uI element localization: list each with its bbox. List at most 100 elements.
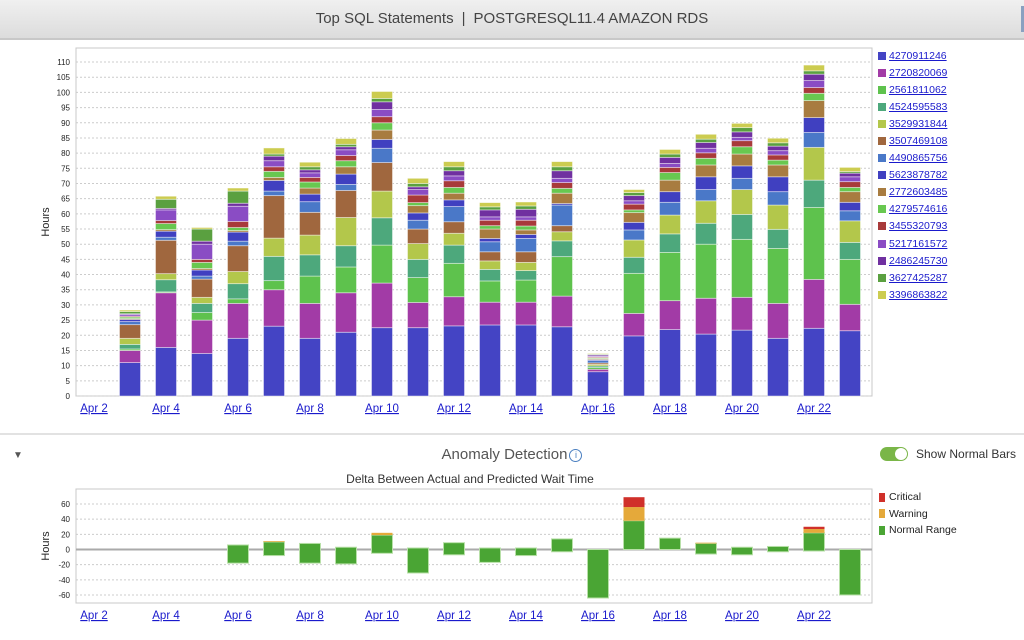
bar-segment-2561811062[interactable] (515, 279, 537, 303)
bar-segment-3455320793[interactable] (767, 154, 789, 161)
bar-segment-4270911246[interactable] (623, 335, 645, 397)
bar-segment-5623878782[interactable] (155, 230, 177, 238)
warning-bar[interactable] (803, 529, 825, 533)
bar-segment-2486245730[interactable] (479, 209, 501, 218)
bar-segment-4524595583[interactable] (335, 245, 357, 268)
bar-segment-2720820069[interactable] (623, 313, 645, 337)
bar-segment-3627425287[interactable] (443, 166, 465, 172)
sql-id-link[interactable]: 2486245730 (889, 254, 948, 267)
bar-segment-2561811062[interactable] (695, 243, 717, 299)
bar-segment-2486245730[interactable] (659, 156, 681, 164)
anomaly-x-tick-label[interactable]: Apr 20 (725, 610, 759, 622)
bar-segment-3396863822[interactable] (551, 161, 573, 168)
bar-segment-3627425287[interactable] (407, 183, 429, 188)
bar-segment-2561811062[interactable] (407, 277, 429, 303)
bar-segment-3396863822[interactable] (227, 187, 249, 192)
bar-segment-2772603485[interactable] (299, 187, 321, 195)
bar-segment-3627425287[interactable] (515, 205, 537, 210)
bar-segment-4524595583[interactable] (263, 255, 285, 282)
bar-segment-5217161572[interactable] (299, 172, 321, 178)
bar-segment-3507469108[interactable] (335, 190, 357, 218)
bar-segment-2561811062[interactable] (299, 275, 321, 304)
bar-segment-4279574616[interactable] (299, 181, 321, 189)
bar-segment-3529931844[interactable] (515, 262, 537, 272)
normal-range-bar[interactable] (587, 549, 609, 599)
bar-segment-2561811062[interactable] (659, 251, 681, 302)
bar-segment-2772603485[interactable] (803, 100, 825, 118)
bar-segment-3455320793[interactable] (695, 152, 717, 159)
critical-bar[interactable] (623, 497, 645, 508)
legend-item[interactable]: 3507469108 (878, 132, 947, 149)
bar-segment-4524595583[interactable] (803, 179, 825, 208)
main-x-tick-label[interactable]: Apr 4 (152, 403, 180, 415)
bar-segment-3396863822[interactable] (335, 138, 357, 145)
bar-segment-4270911246[interactable] (587, 371, 609, 397)
bar-segment-4279574616[interactable] (335, 160, 357, 168)
bar-segment-4270911246[interactable] (371, 327, 393, 397)
bar-segment-4279574616[interactable] (695, 157, 717, 166)
bar-segment-3507469108[interactable] (227, 245, 249, 272)
bar-segment-4524595583[interactable] (227, 283, 249, 300)
bar-segment-2720820069[interactable] (335, 292, 357, 333)
legend-item[interactable]: 3396863822 (878, 286, 947, 303)
legend-item[interactable]: 2561811062 (878, 81, 947, 98)
sql-id-link[interactable]: 3396863822 (889, 288, 948, 301)
bar-segment-2720820069[interactable] (227, 303, 249, 339)
bar-segment-2720820069[interactable] (515, 301, 537, 326)
bar-segment-3507469108[interactable] (551, 225, 573, 233)
anomaly-x-tick-label[interactable]: Apr 10 (365, 610, 399, 622)
bar-segment-3455320793[interactable] (191, 258, 213, 263)
anomaly-x-tick-label[interactable]: Apr 22 (797, 610, 831, 622)
bar-segment-3507469108[interactable] (515, 251, 537, 263)
bar-segment-2486245730[interactable] (839, 172, 861, 178)
anomaly-x-tick-label[interactable]: Apr 16 (581, 610, 615, 622)
bar-segment-3529931844[interactable] (731, 189, 753, 215)
bar-segment-2772603485[interactable] (659, 179, 681, 193)
bar-segment-3455320793[interactable] (407, 194, 429, 204)
bar-segment-5217161572[interactable] (371, 109, 393, 118)
bar-segment-5623878782[interactable] (839, 201, 861, 212)
bar-segment-5623878782[interactable] (335, 173, 357, 185)
sql-id-link[interactable]: 2720820069 (889, 66, 948, 79)
bar-segment-3396863822[interactable] (119, 309, 141, 312)
bar-segment-2720820069[interactable] (731, 296, 753, 331)
bar-segment-3396863822[interactable] (515, 201, 537, 207)
bar-segment-5623878782[interactable] (479, 238, 501, 243)
bar-segment-3507469108[interactable] (155, 239, 177, 275)
sql-id-link[interactable]: 4524595583 (889, 100, 948, 113)
legend-item[interactable]: 4490865756 (878, 150, 947, 167)
bar-segment-3627425287[interactable] (155, 198, 177, 209)
bar-segment-3396863822[interactable] (767, 137, 789, 144)
bar-segment-2486245730[interactable] (731, 131, 753, 138)
bar-segment-4270911246[interactable] (731, 329, 753, 397)
bar-segment-4279574616[interactable] (515, 225, 537, 231)
bar-segment-3529931844[interactable] (479, 260, 501, 270)
bar-segment-2720820069[interactable] (803, 279, 825, 329)
bar-segment-2486245730[interactable] (371, 101, 393, 110)
bar-segment-4490865756[interactable] (299, 201, 321, 213)
main-x-tick-label[interactable]: Apr 2 (80, 403, 108, 415)
anomaly-x-tick-label[interactable]: Apr 8 (296, 610, 324, 622)
bar-segment-3529931844[interactable] (299, 234, 321, 256)
bar-segment-2720820069[interactable] (407, 302, 429, 329)
warning-bar[interactable] (263, 541, 285, 542)
bar-segment-4270911246[interactable] (515, 324, 537, 397)
bar-segment-2561811062[interactable] (731, 238, 753, 298)
bar-segment-3507469108[interactable] (191, 278, 213, 298)
bar-segment-2486245730[interactable] (263, 155, 285, 162)
legend-item[interactable]: 4279574616 (878, 201, 947, 218)
bar-segment-4270911246[interactable] (695, 333, 717, 397)
bar-segment-2720820069[interactable] (479, 301, 501, 326)
bar-segment-4270911246[interactable] (767, 337, 789, 397)
bar-segment-2772603485[interactable] (515, 229, 537, 235)
bar-segment-2772603485[interactable] (335, 166, 357, 175)
bar-segment-3455320793[interactable] (155, 220, 177, 224)
bar-segment-5217161572[interactable] (623, 200, 645, 205)
bar-segment-3627425287[interactable] (659, 153, 681, 158)
bar-segment-2772603485[interactable] (623, 212, 645, 223)
bar-segment-2772603485[interactable] (551, 192, 573, 204)
bar-segment-2486245730[interactable] (227, 202, 249, 207)
bar-segment-5623878782[interactable] (731, 165, 753, 179)
bar-segment-5623878782[interactable] (623, 221, 645, 231)
bar-segment-4270911246[interactable] (479, 324, 501, 397)
